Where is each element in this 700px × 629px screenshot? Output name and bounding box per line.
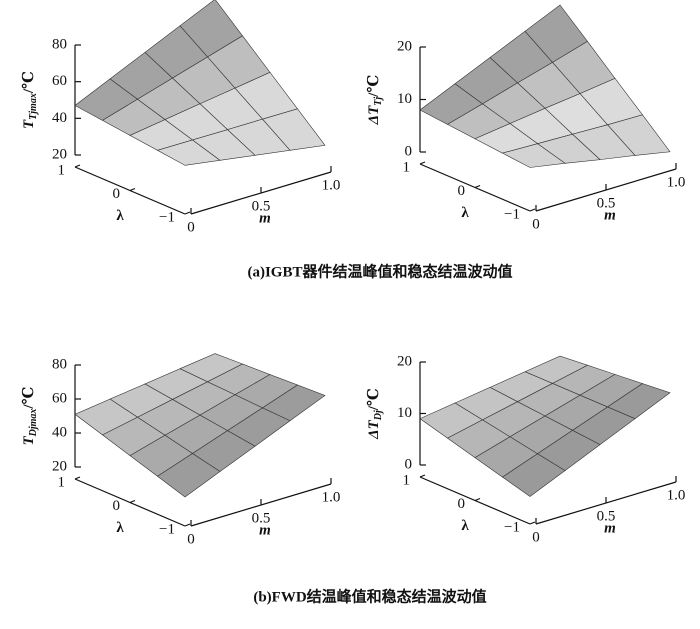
z-axis-label: ΔTTj/℃ xyxy=(366,75,384,126)
lambda-axis-label: λ xyxy=(461,205,469,221)
lambda-tick-label: 1 xyxy=(403,159,411,175)
caption: (b)FWD结温峰值和稳态结温波动值 xyxy=(253,587,486,605)
z-tick-label: 0 xyxy=(405,143,413,159)
lambda-axis-label: λ xyxy=(116,520,124,536)
z-label-part: T xyxy=(21,119,37,129)
panel: 20 40 60 80 TDjmax/℃ −1 0 1 0 0.5 1.0 λ m xyxy=(21,353,341,547)
lambda-tick-label: −1 xyxy=(504,206,520,222)
m-tick-label: 0.5 xyxy=(597,508,616,524)
lambda-axis-label: λ xyxy=(116,208,124,224)
lambda-tick xyxy=(184,523,191,527)
surface-cell xyxy=(501,143,566,168)
z-label-part: /℃ xyxy=(21,71,37,94)
m-tick-label: 0.5 xyxy=(252,198,271,214)
z-label-part: Tjmax xyxy=(28,93,39,120)
z-label-part: ΔT xyxy=(366,105,382,125)
z-tick-label: 80 xyxy=(52,36,67,52)
m-tick-label: 0 xyxy=(532,529,540,545)
z-tick-label: 10 xyxy=(397,91,412,107)
lambda-tick-label: 1 xyxy=(403,472,411,488)
z-label-part: Dj xyxy=(373,410,384,421)
z-tick-label: 40 xyxy=(52,424,67,440)
z-tick-label: 10 xyxy=(397,405,412,421)
z-tick-label: 0 xyxy=(405,456,413,472)
lambda-tick xyxy=(474,497,481,502)
surface-cell xyxy=(501,453,566,497)
z-tick-label: 60 xyxy=(52,390,67,406)
surface-cell xyxy=(156,139,221,166)
lambda-tick xyxy=(529,521,536,525)
z-label-part: /℃ xyxy=(21,386,37,409)
z-label-part: /℃ xyxy=(366,75,382,98)
z-axis-label: TDjmax/℃ xyxy=(21,386,39,445)
m-tick-label: 0 xyxy=(532,216,540,232)
surface-cell xyxy=(156,453,221,498)
lambda-tick-label: −1 xyxy=(159,209,175,225)
caption: (a)IGBT器件结温峰值和稳态结温波动值 xyxy=(247,262,512,280)
lambda-tick-label: 0 xyxy=(458,183,466,199)
m-axis-label: m xyxy=(604,207,616,223)
m-tick-label: 1.0 xyxy=(322,489,341,505)
m-tick-label: 1.0 xyxy=(667,174,686,190)
m-axis-label: m xyxy=(259,210,271,226)
m-tick-label: 0.5 xyxy=(597,195,616,211)
z-label-part: Tj xyxy=(373,97,384,106)
lambda-tick xyxy=(129,499,136,504)
m-axis-label: m xyxy=(604,520,616,536)
m-tick-label: 0 xyxy=(187,531,195,547)
lambda-tick-label: 1 xyxy=(58,474,66,490)
z-tick-label: 80 xyxy=(52,356,67,372)
lambda-tick xyxy=(419,474,426,478)
z-label-part: /℃ xyxy=(366,388,382,411)
lambda-tick xyxy=(184,211,191,215)
m-tick-label: 1.0 xyxy=(667,487,686,503)
lambda-tick-label: −1 xyxy=(504,519,520,535)
lambda-tick xyxy=(419,161,426,165)
lambda-axis-label: λ xyxy=(461,518,469,534)
lambda-tick-label: 0 xyxy=(113,498,121,514)
z-tick-label: 20 xyxy=(397,353,412,369)
lambda-tick xyxy=(129,187,136,192)
z-tick-label: 20 xyxy=(397,38,412,54)
m-axis-label: m xyxy=(259,522,271,538)
lambda-tick xyxy=(529,208,536,212)
z-tick-label: 60 xyxy=(52,73,67,89)
lambda-tick xyxy=(74,164,81,168)
lambda-tick-label: 1 xyxy=(58,162,66,178)
z-axis-label: TTjmax/℃ xyxy=(21,71,39,129)
z-label-part: T xyxy=(21,436,37,446)
m-tick-label: 0.5 xyxy=(252,510,271,526)
m-tick-label: 0 xyxy=(187,219,195,235)
z-axis-label: ΔTDj/℃ xyxy=(366,388,384,440)
z-label-part: ΔT xyxy=(366,419,382,439)
lambda-tick-label: 0 xyxy=(458,496,466,512)
lambda-tick-label: −1 xyxy=(159,521,175,537)
lambda-tick xyxy=(74,476,81,480)
z-tick-label: 20 xyxy=(52,458,67,474)
z-tick-label: 40 xyxy=(52,110,67,126)
panel: 20 40 60 80 TTjmax/℃ −1 0 1 0 0.5 1.0 λ m xyxy=(21,0,340,235)
m-tick-label: 1.0 xyxy=(322,177,341,193)
z-tick-label: 20 xyxy=(52,146,67,162)
lambda-tick xyxy=(474,184,481,189)
lambda-tick-label: 0 xyxy=(113,186,121,202)
z-label-part: Djmax xyxy=(28,409,39,438)
